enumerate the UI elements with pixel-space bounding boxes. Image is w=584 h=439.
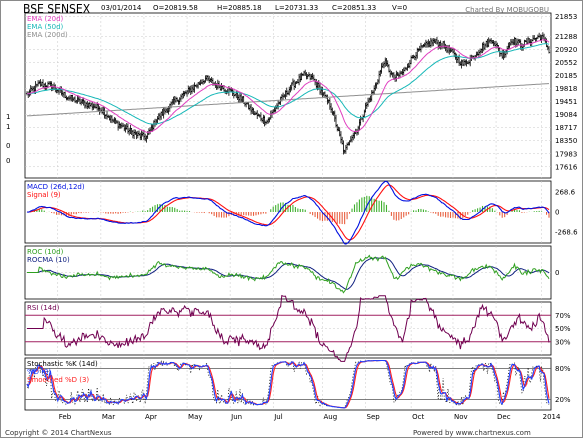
copyright-text: Copyright © 2014 ChartNexus — [5, 429, 112, 437]
legend-entry: Smoothed %D (3) — [27, 376, 89, 384]
price-tick-label: 18350 — [555, 137, 577, 145]
legend-entry: Signal (9) — [27, 191, 61, 199]
x-axis-month-label: Feb — [59, 413, 72, 421]
legend-entry: ROCMA (10) — [27, 256, 70, 264]
price-tick-label: 21288 — [555, 33, 577, 41]
panel-frame-2 — [24, 245, 552, 300]
legend-entry: MACD (26d,12d) — [27, 183, 85, 191]
legend-entry: %D (3) — [27, 368, 51, 376]
rsi-line — [27, 294, 550, 362]
roc-tick-label: 0 — [555, 269, 559, 277]
left-axis-fragment: 0 — [6, 142, 10, 150]
x-axis-month-label: Sep — [367, 413, 381, 421]
x-axis-month-label: Mar — [102, 413, 115, 421]
macd-tick-label: 0 — [555, 209, 559, 217]
x-axis-month-label: Nov — [454, 413, 468, 421]
charted-by-label: Charted By MOBUGOBU — [465, 6, 549, 14]
x-axis-month-label: 2014 — [543, 413, 561, 421]
stoch-tick-label: 20% — [555, 396, 571, 404]
price-tick-label: 20552 — [555, 59, 577, 67]
x-axis-month-label: Jul — [273, 413, 283, 421]
price-tick-label: 20920 — [555, 46, 577, 54]
stoch-tick-label: 80% — [555, 365, 571, 373]
panel-frame-3 — [24, 301, 552, 356]
rsi-tick-label: 50% — [555, 325, 571, 333]
left-axis-fragment: 0 — [6, 157, 10, 165]
header-open: O=20819.58 — [153, 4, 198, 12]
x-axis-month-label: Jun — [230, 413, 242, 421]
chart-canvas: 21853 21288 20920 20552 20185 19818 19451 19084… — [6, 12, 578, 421]
macd-tick-label: -268.6 — [555, 228, 578, 236]
macd-signal-line — [27, 184, 550, 241]
price-tick-label: 19818 — [555, 85, 577, 93]
stoch-d-line — [26, 359, 550, 409]
rsi-tick-label: 70% — [555, 312, 571, 320]
x-axis-month-label: Oct — [412, 413, 424, 421]
header-volume: V=0 — [392, 4, 408, 12]
legend-entry: EMA (20d) — [27, 15, 64, 23]
header-close: C=20851.33 — [332, 4, 377, 12]
left-axis-fragment: 1 — [6, 113, 10, 121]
left-axis-fragment: 1 — [6, 123, 10, 131]
rsi-tick-label: 30% — [555, 338, 571, 346]
price-tick-label: 17983 — [555, 150, 577, 158]
header-date: 03/01/2014 — [101, 4, 142, 12]
header-low: L=20731.33 — [275, 4, 319, 12]
price-tick-label: 17616 — [555, 163, 578, 171]
legend-entry: ROC (10d) — [27, 248, 64, 256]
price-tick-label: 19084 — [555, 111, 578, 119]
stoch-k-raw-line — [26, 359, 550, 409]
legend-entry: RSI (14d) — [27, 304, 60, 312]
ema50-line — [27, 43, 550, 125]
legend-entry: EMA (200d) — [27, 31, 68, 39]
legend-entry: Stochastic %K (14d) — [27, 360, 98, 368]
macd-tick-label: 268.6 — [555, 189, 576, 197]
x-axis-month-label: Aug — [323, 413, 337, 421]
roc-line — [27, 254, 550, 294]
panel-frame-0 — [24, 12, 552, 179]
header-high: H=20885.18 — [217, 4, 262, 12]
x-axis-month-label: Apr — [145, 413, 157, 421]
ema20-line — [26, 39, 550, 133]
x-axis-month-label: May — [188, 413, 202, 421]
powered-by-text: Powered by www.chartnexus.com — [413, 429, 531, 437]
price-tick-label: 20185 — [555, 72, 577, 80]
price-tick-label: 19451 — [555, 98, 577, 106]
macd-line — [26, 180, 550, 245]
x-axis-month-label: Dec — [497, 413, 511, 421]
chart-title: BSE SENSEX — [23, 2, 91, 16]
ema200-line — [26, 83, 549, 117]
legend-entry: EMA (50d) — [27, 23, 64, 31]
price-tick-label: 21853 — [555, 13, 577, 21]
price-tick-label: 18717 — [555, 124, 577, 132]
